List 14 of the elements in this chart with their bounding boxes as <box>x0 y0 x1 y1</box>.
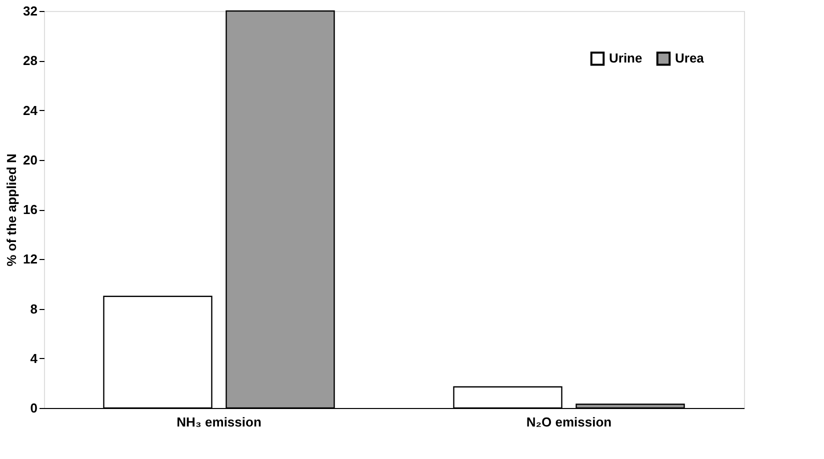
y-tick-label: 0 <box>30 400 38 416</box>
y-tick-label: 12 <box>23 252 38 267</box>
y-tick-label: 32 <box>23 4 38 18</box>
y-tick-label: 28 <box>23 53 38 68</box>
x-tick-label: NH₃ emission <box>176 414 262 430</box>
y-tick-label: 4 <box>30 350 38 366</box>
y-tick-label: 16 <box>23 202 38 217</box>
y-tick-label: 20 <box>23 152 38 168</box>
y-tick-label: 8 <box>30 301 38 316</box>
y-axis-title: % of the applied N <box>4 154 20 266</box>
y-tick-label: 24 <box>23 102 38 118</box>
x-tick-label: N₂O emission <box>526 414 612 430</box>
legend-label: Urine <box>609 50 642 66</box>
legend-label: Urea <box>675 50 705 66</box>
